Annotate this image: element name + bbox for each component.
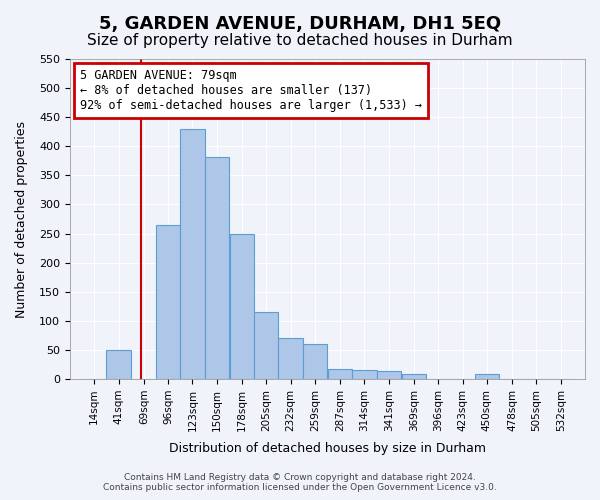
- Text: Size of property relative to detached houses in Durham: Size of property relative to detached ho…: [87, 32, 513, 48]
- Y-axis label: Number of detached properties: Number of detached properties: [15, 120, 28, 318]
- Bar: [106, 350, 131, 379]
- Text: Contains HM Land Registry data © Crown copyright and database right 2024.
Contai: Contains HM Land Registry data © Crown c…: [103, 473, 497, 492]
- Bar: [254, 312, 278, 379]
- Bar: [205, 157, 229, 379]
- Bar: [402, 374, 426, 379]
- Bar: [303, 344, 327, 379]
- Bar: [230, 234, 254, 379]
- Bar: [377, 372, 401, 379]
- Text: 5, GARDEN AVENUE, DURHAM, DH1 5EQ: 5, GARDEN AVENUE, DURHAM, DH1 5EQ: [99, 15, 501, 33]
- Bar: [278, 338, 303, 379]
- Bar: [352, 370, 377, 379]
- X-axis label: Distribution of detached houses by size in Durham: Distribution of detached houses by size …: [169, 442, 486, 455]
- Text: 5 GARDEN AVENUE: 79sqm
← 8% of detached houses are smaller (137)
92% of semi-det: 5 GARDEN AVENUE: 79sqm ← 8% of detached …: [80, 68, 422, 112]
- Bar: [156, 225, 180, 379]
- Bar: [328, 368, 352, 379]
- Bar: [475, 374, 499, 379]
- Bar: [180, 129, 205, 379]
